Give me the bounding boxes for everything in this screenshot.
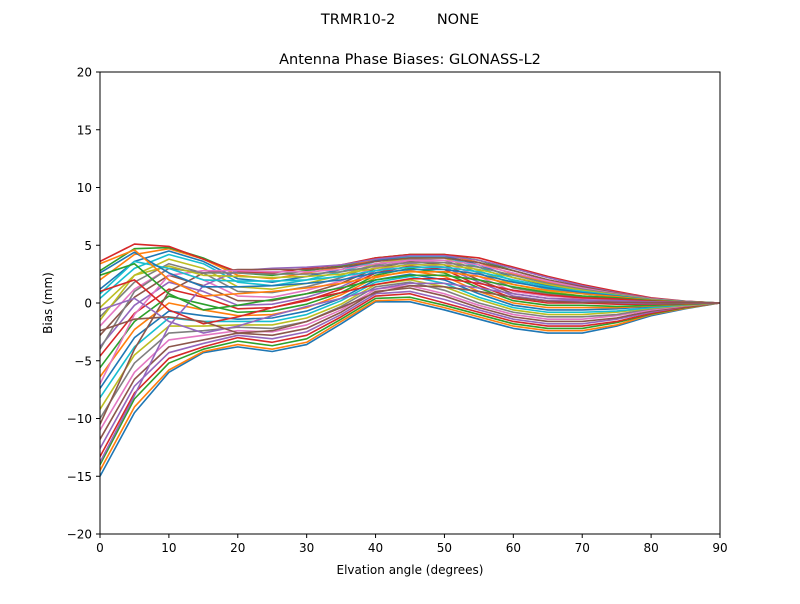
y-axis-label: Bias (mm) bbox=[41, 272, 55, 334]
y-tick-label: −10 bbox=[67, 412, 92, 426]
chart-title: Antenna Phase Biases: GLONASS-L2 bbox=[279, 52, 541, 68]
series-line-2 bbox=[100, 298, 720, 471]
y-tick-label: 10 bbox=[77, 181, 92, 195]
x-tick-label: 80 bbox=[643, 541, 658, 555]
series-line-8 bbox=[100, 281, 720, 419]
y-tick-label: 20 bbox=[77, 66, 92, 80]
plot-area bbox=[100, 243, 720, 477]
y-tick-label: −15 bbox=[67, 470, 92, 484]
y-tick-label: −5 bbox=[74, 354, 92, 368]
series-group bbox=[100, 243, 720, 477]
series-line-34 bbox=[100, 277, 720, 325]
series-line-35 bbox=[100, 282, 720, 334]
x-axis-label: Elvation angle (degrees) bbox=[337, 563, 484, 577]
x-axis: 0 10 20 30 40 50 60 70 80 90 bbox=[96, 534, 728, 555]
series-line-36 bbox=[100, 284, 720, 334]
x-tick-label: 0 bbox=[96, 541, 104, 555]
series-line-11 bbox=[100, 273, 720, 389]
y-tick-label: −20 bbox=[67, 528, 92, 542]
x-tick-label: 70 bbox=[575, 541, 590, 555]
series-line-4 bbox=[100, 292, 720, 458]
y-axis: −20 −15 −10 −5 0 5 10 15 20 bbox=[67, 66, 100, 542]
x-tick-label: 40 bbox=[368, 541, 383, 555]
series-line-14 bbox=[100, 265, 720, 357]
series-line-24 bbox=[100, 243, 720, 304]
series-line-3 bbox=[100, 296, 720, 466]
series-line-33 bbox=[100, 262, 720, 311]
y-tick-label: 0 bbox=[84, 297, 92, 311]
series-line-32 bbox=[100, 249, 720, 304]
x-tick-label: 10 bbox=[161, 541, 176, 555]
series-line-6 bbox=[100, 287, 720, 440]
y-tick-label: 5 bbox=[84, 239, 92, 253]
series-line-1 bbox=[100, 301, 720, 477]
x-tick-label: 50 bbox=[437, 541, 452, 555]
x-tick-label: 20 bbox=[230, 541, 245, 555]
x-tick-label: 30 bbox=[299, 541, 314, 555]
y-tick-label: 15 bbox=[77, 123, 92, 137]
series-line-13 bbox=[100, 267, 720, 369]
x-tick-label: 60 bbox=[506, 541, 521, 555]
series-line-9 bbox=[100, 279, 720, 410]
x-tick-label: 90 bbox=[712, 541, 727, 555]
figure-suptitle: TRMR10-2 NONE bbox=[320, 12, 479, 28]
series-line-5 bbox=[100, 290, 720, 449]
